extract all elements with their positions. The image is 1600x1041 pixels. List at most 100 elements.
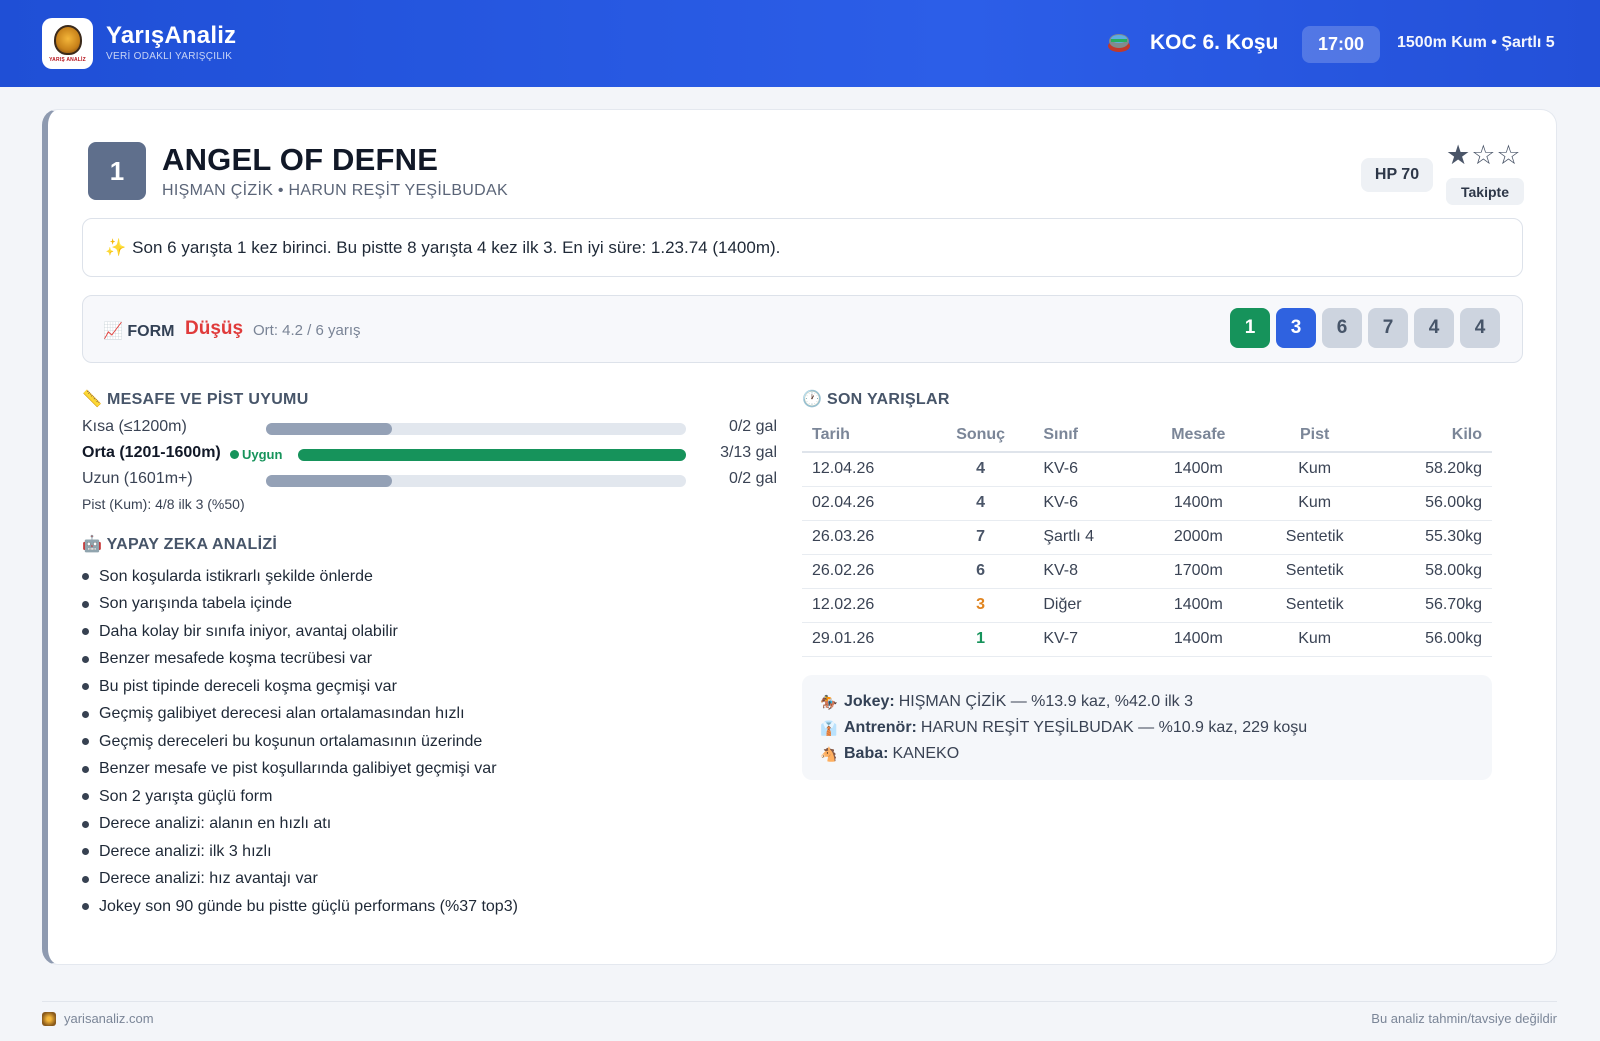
jockey-value: HIŞMAN ÇİZİK — %13.9 kaz, %42.0 ilk 3 [898, 693, 1194, 710]
ai-analysis-text: Son 2 yarışta güçlü form [99, 787, 273, 805]
cell-track: Sentetik [1255, 520, 1375, 555]
footer-site[interactable]: yarisanaliz.com [42, 1011, 154, 1026]
distance-value: 0/2 gal [728, 470, 777, 487]
ai-section-title: 🤖 YAPAY ZEKA ANALİZİ [82, 536, 278, 553]
distance-section-title: 📏 MESAFE VE PİST UYUMU [82, 391, 309, 408]
ai-analysis-item: Derece analizi: alanın en hızlı atı [82, 811, 518, 839]
cell-date: 12.02.26 [802, 588, 928, 623]
footer-site-link[interactable]: yarisanaliz.com [64, 1011, 154, 1026]
cell-class: KV-8 [1033, 554, 1142, 589]
recent-races-table: Tarih Sonuç Sınıf Mesafe Pist Kilo 12.04… [802, 419, 1492, 657]
ai-analysis-text: Benzer mesafede koşma tecrübesi var [99, 650, 373, 668]
cell-class: KV-7 [1033, 622, 1142, 657]
cell-weight: 56.00kg [1374, 622, 1492, 657]
app-header: YARIŞ ANALİZ YarışAnaliz VERİ ODAKLI YAR… [0, 0, 1600, 87]
form-result-chip: 6 [1322, 308, 1362, 348]
ai-analysis-item: Geçmiş galibiyet derecesi alan ortalamas… [82, 701, 518, 729]
hp-badge: HP 70 [1361, 158, 1433, 192]
horse-icon: 🐴 [820, 745, 838, 762]
chart-up-icon: 📈 [103, 323, 123, 340]
table-row[interactable]: 26.03.26 7 Şartlı 4 2000m Sentetik 55.30kg [802, 520, 1492, 555]
distance-row-long: Uzun (1601m+) 0/2 gal [82, 470, 777, 492]
cell-result: 4 [927, 452, 1034, 487]
sire-info: 🐴 Baba: KANEKO [820, 741, 1474, 767]
brand-logo[interactable]: YARIŞ ANALİZ [42, 18, 93, 69]
race-conditions: 1500m Kum • Şartlı 5 [1397, 34, 1555, 51]
ai-analysis-item: Bu pist tipinde dereceli koşma geçmişi v… [82, 673, 518, 701]
cell-distance: 1400m [1141, 452, 1256, 487]
cell-weight: 58.20kg [1374, 452, 1492, 487]
form-average: Ort: 4.2 / 6 yarış [253, 322, 361, 339]
sire-value: KANEKO [892, 745, 960, 762]
bullet-icon [82, 848, 89, 856]
cell-result: 3 [927, 588, 1034, 623]
ai-analysis-item: Geçmiş dereceleri bu koşunun ortalamasın… [82, 728, 518, 756]
footer-divider [42, 1001, 1557, 1002]
ai-analysis-text: Derece analizi: hız avantajı var [99, 870, 318, 888]
star-rating[interactable]: ★☆☆ [1446, 140, 1522, 170]
cell-weight: 55.30kg [1374, 520, 1492, 555]
cell-distance: 1400m [1141, 622, 1256, 657]
distance-bar-fill [266, 423, 392, 435]
ai-analysis-item: Son yarışında tabela içinde [82, 591, 518, 619]
ai-analysis-item: Son koşularda istikrarlı şekilde önlerde [82, 563, 518, 591]
bullet-icon [82, 820, 89, 828]
ai-analysis-text: Benzer mesafe ve pist koşullarında galib… [99, 760, 497, 778]
logo-text: YARIŞ ANALİZ [49, 56, 86, 63]
race-name: KOC 6. Koşu [1150, 31, 1279, 54]
bullet-icon [82, 628, 89, 636]
column-header-track[interactable]: Pist [1255, 419, 1375, 453]
trainer-value: HARUN REŞİT YEŞİLBUDAK — %10.9 kaz, 229 … [920, 719, 1308, 736]
cell-distance: 2000m [1141, 520, 1256, 555]
distance-bar [266, 475, 686, 487]
cell-track: Kum [1255, 452, 1375, 487]
column-header-result[interactable]: Sonuç [927, 419, 1034, 453]
cell-date: 26.02.26 [802, 554, 928, 589]
form-result-chip: 4 [1414, 308, 1454, 348]
cell-class: KV-6 [1033, 486, 1142, 521]
site-logo-icon [42, 1011, 56, 1026]
form-result-chip: 1 [1230, 308, 1270, 348]
ai-analysis-item: Derece analizi: hız avantajı var [82, 866, 518, 894]
distance-bar-fill [298, 449, 686, 461]
race-time-badge: 17:00 [1302, 26, 1380, 63]
ai-analysis-text: Derece analizi: alanın en hızlı atı [99, 815, 332, 833]
trainer-info: 👔 Antrenör: HARUN REŞİT YEŞİLBUDAK — %10… [820, 715, 1474, 741]
cell-date: 12.04.26 [802, 452, 928, 487]
ai-analysis-text: Son koşularda istikrarlı şekilde önlerde [99, 567, 373, 585]
table-row[interactable]: 26.02.26 6 KV-8 1700m Sentetik 58.00kg [802, 554, 1492, 589]
follow-status-badge[interactable]: Takipte [1446, 178, 1524, 205]
column-header-weight[interactable]: Kilo [1374, 419, 1492, 453]
brand-name[interactable]: YarışAnaliz [106, 22, 237, 49]
ai-analysis-item: Benzer mesafe ve pist koşullarında galib… [82, 756, 518, 784]
form-result-chip: 4 [1460, 308, 1500, 348]
cell-weight: 58.00kg [1374, 554, 1492, 589]
form-result-chip: 7 [1368, 308, 1408, 348]
jockey-icon: 🏇 [820, 693, 838, 710]
ai-analysis-text: Jokey son 90 günde bu pistte güçlü perfo… [99, 897, 518, 915]
distance-row-medium: Orta (1201-1600m) Uygun 3/13 gal [82, 444, 777, 466]
ai-analysis-text: Son yarışında tabela içinde [99, 595, 293, 613]
form-label: 📈 FORM [103, 323, 175, 340]
ai-analysis-text: Geçmiş galibiyet derecesi alan ortalamas… [99, 705, 465, 723]
cell-date: 26.03.26 [802, 520, 928, 555]
distance-label: Uzun (1601m+) [82, 470, 193, 487]
table-row[interactable]: 12.02.26 3 Diğer 1400m Sentetik 56.70kg [802, 588, 1492, 623]
cell-result: 4 [927, 486, 1034, 521]
column-header-class[interactable]: Sınıf [1033, 419, 1142, 453]
column-header-distance[interactable]: Mesafe [1141, 419, 1256, 453]
bullet-icon [82, 710, 89, 718]
horse-name: ANGEL OF DEFNE [162, 142, 439, 177]
table-row[interactable]: 29.01.26 1 KV-7 1400m Kum 56.00kg [802, 622, 1492, 657]
cell-class: KV-6 [1033, 452, 1142, 487]
ai-analysis-item: Derece analizi: ilk 3 hızlı [82, 838, 518, 866]
ai-analysis-item: Benzer mesafede koşma tecrübesi var [82, 646, 518, 674]
table-row[interactable]: 12.04.26 4 KV-6 1400m Kum 58.20kg [802, 452, 1492, 487]
table-row[interactable]: 02.04.26 4 KV-6 1400m Kum 56.00kg [802, 486, 1492, 521]
cell-weight: 56.00kg [1374, 486, 1492, 521]
ai-analysis-text: Derece analizi: ilk 3 hızlı [99, 842, 272, 860]
distance-bar [266, 423, 686, 435]
cell-date: 29.01.26 [802, 622, 928, 657]
column-header-date[interactable]: Tarih [802, 419, 928, 453]
